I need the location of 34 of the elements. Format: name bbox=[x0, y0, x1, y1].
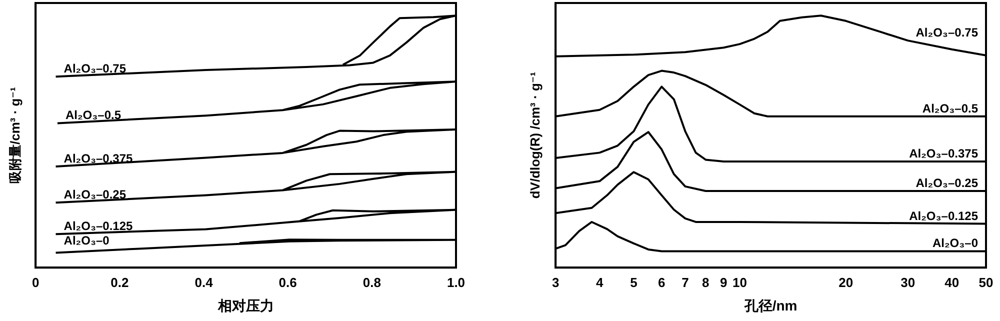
y-axis-title: 吸附量/cm³ · g⁻¹ bbox=[7, 87, 22, 184]
series-label: Al₂O₃–0.75 bbox=[916, 26, 978, 40]
x-tick-label: 7 bbox=[682, 274, 689, 290]
x-tick-label: 30 bbox=[900, 274, 916, 290]
x-tick-label: 3 bbox=[552, 274, 560, 290]
x-tick-label: 9 bbox=[720, 274, 728, 290]
x-tick-label: 0.8 bbox=[362, 274, 381, 290]
series-label: Al₂O₃–0 bbox=[64, 234, 110, 248]
series-label: Al₂O₃–0 bbox=[932, 236, 978, 250]
x-tick-label: 6 bbox=[658, 274, 666, 290]
x-tick-label: 0 bbox=[32, 274, 40, 290]
x-tick-label: 50 bbox=[978, 274, 994, 290]
x-tick-label: 8 bbox=[702, 274, 710, 290]
x-tick-label: 40 bbox=[944, 274, 960, 290]
series-label: Al₂O₃–0.125 bbox=[909, 208, 978, 223]
x-tick-label: 0.2 bbox=[110, 274, 129, 290]
x-tick-label: 10 bbox=[732, 274, 748, 290]
series-label: Al₂O₃–0.5 bbox=[65, 108, 122, 122]
series-label: Al₂O₃–0.5 bbox=[922, 101, 978, 116]
series-label: Al₂O₃–0.375 bbox=[909, 146, 978, 161]
x-axis-title: 相对压力 bbox=[216, 297, 274, 314]
series-label: Al₂O₃–0.75 bbox=[64, 62, 126, 76]
x-axis-title: 孔径/nm bbox=[743, 297, 798, 314]
x-tick-label: 1.0 bbox=[446, 274, 466, 290]
x-tick-label: 4 bbox=[596, 274, 604, 290]
series-label: Al₂O₃–0.25 bbox=[64, 188, 126, 202]
x-tick-label: 0.6 bbox=[278, 274, 297, 290]
x-tick-label: 20 bbox=[838, 274, 854, 290]
x-tick-label: 0.4 bbox=[194, 274, 214, 290]
series-label: Al₂O₃–0.125 bbox=[64, 219, 134, 234]
series-label: Al₂O₃–0.25 bbox=[916, 176, 978, 190]
y-axis-title: dV/dlog(R) /cm³ · g⁻¹ bbox=[527, 72, 542, 199]
series-label: Al₂O₃–0.375 bbox=[64, 152, 134, 166]
x-tick-label: 5 bbox=[630, 274, 638, 290]
